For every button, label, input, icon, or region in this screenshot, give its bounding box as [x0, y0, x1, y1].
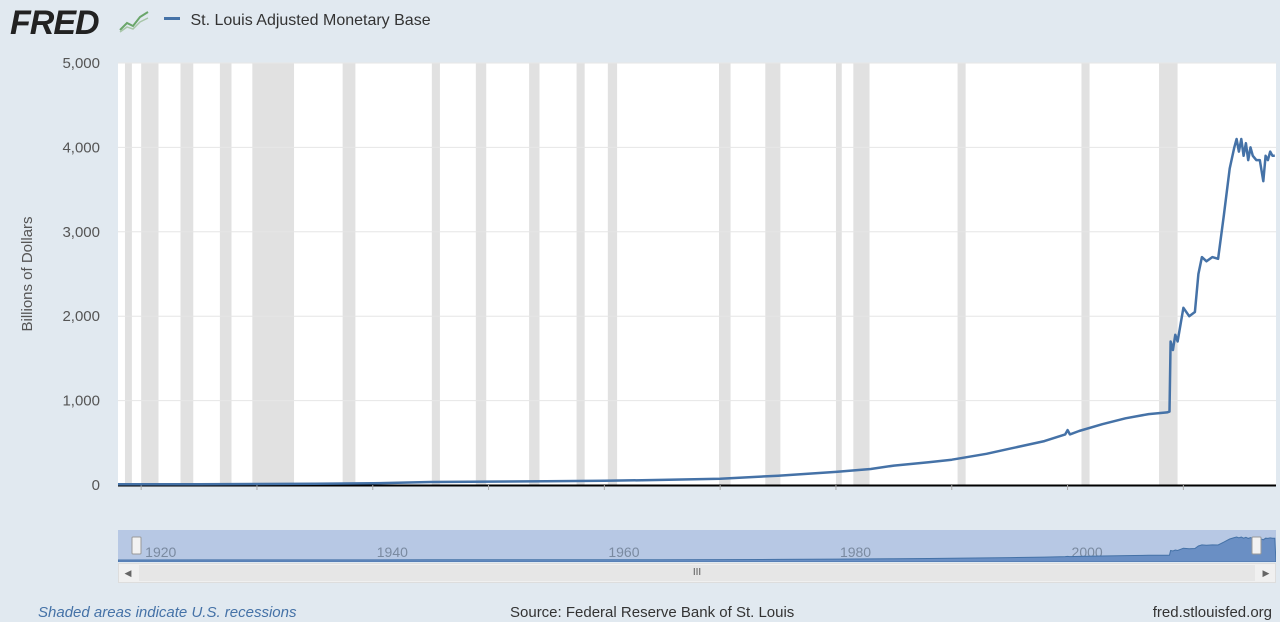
recession-band — [1159, 63, 1178, 485]
recession-band — [124, 63, 132, 485]
y-tick-label: 3,000 — [62, 224, 100, 241]
y-tick-label: 2,000 — [62, 308, 100, 325]
scroll-thumb[interactable]: III — [139, 565, 1255, 581]
navigator-tick-label: 1960 — [608, 544, 639, 560]
chart-area: 01,0002,0003,0004,0005,00019201930194019… — [19, 55, 1276, 490]
recession-band — [475, 63, 487, 485]
site-url[interactable]: fred.stlouisfed.org — [1152, 604, 1272, 621]
navigator-left-handle[interactable] — [131, 536, 142, 555]
scroll-left-icon[interactable]: ◀ — [124, 568, 132, 578]
legend-label: St. Louis Adjusted Monetary Base — [190, 12, 431, 29]
y-tick-label: 5,000 — [62, 55, 100, 72]
fred-logo: FRED — [10, 4, 100, 42]
series-line — [117, 137, 1275, 486]
navigator-tick-label: 1920 — [145, 544, 176, 560]
y-tick-label: 0 — [92, 477, 100, 490]
recession-band — [1081, 63, 1090, 485]
y-axis-label: Billions of Dollars — [19, 216, 36, 331]
legend-swatch — [164, 17, 180, 21]
recession-band — [957, 63, 966, 485]
legend-item[interactable]: St. Louis Adjusted Monetary Base — [164, 12, 431, 30]
source-note: Source: Federal Reserve Bank of St. Loui… — [510, 604, 795, 621]
range-scrollbar[interactable]: ◀ III ▶ — [118, 563, 1276, 583]
recession-band — [141, 63, 159, 485]
navigator-tick-label: 1980 — [840, 544, 871, 560]
recession-band — [607, 63, 618, 485]
navigator-right-handle[interactable] — [1251, 536, 1262, 555]
scroll-right-icon[interactable]: ▶ — [1262, 568, 1270, 578]
navigator-tick-label: 1940 — [377, 544, 408, 560]
recession-band — [719, 63, 731, 485]
recession-band — [853, 63, 870, 485]
recession-band — [431, 63, 440, 485]
chart-header: FRED St. Louis Adjusted Monetary Base — [0, 0, 1280, 46]
recession-band — [252, 63, 295, 485]
recession-band — [576, 63, 585, 485]
y-tick-label: 4,000 — [62, 139, 100, 156]
recession-band — [529, 63, 540, 485]
fred-logo-graph-icon — [118, 8, 152, 34]
recession-band — [835, 63, 842, 485]
recession-band — [180, 63, 194, 485]
recession-band — [219, 63, 232, 485]
y-tick-label: 1,000 — [62, 393, 100, 410]
recession-band — [342, 63, 356, 485]
range-navigator[interactable]: 1920 1940 1960 1980 2000 — [118, 530, 1276, 562]
recession-note: Shaded areas indicate U.S. recessions — [38, 604, 297, 621]
recession-band — [765, 63, 781, 485]
